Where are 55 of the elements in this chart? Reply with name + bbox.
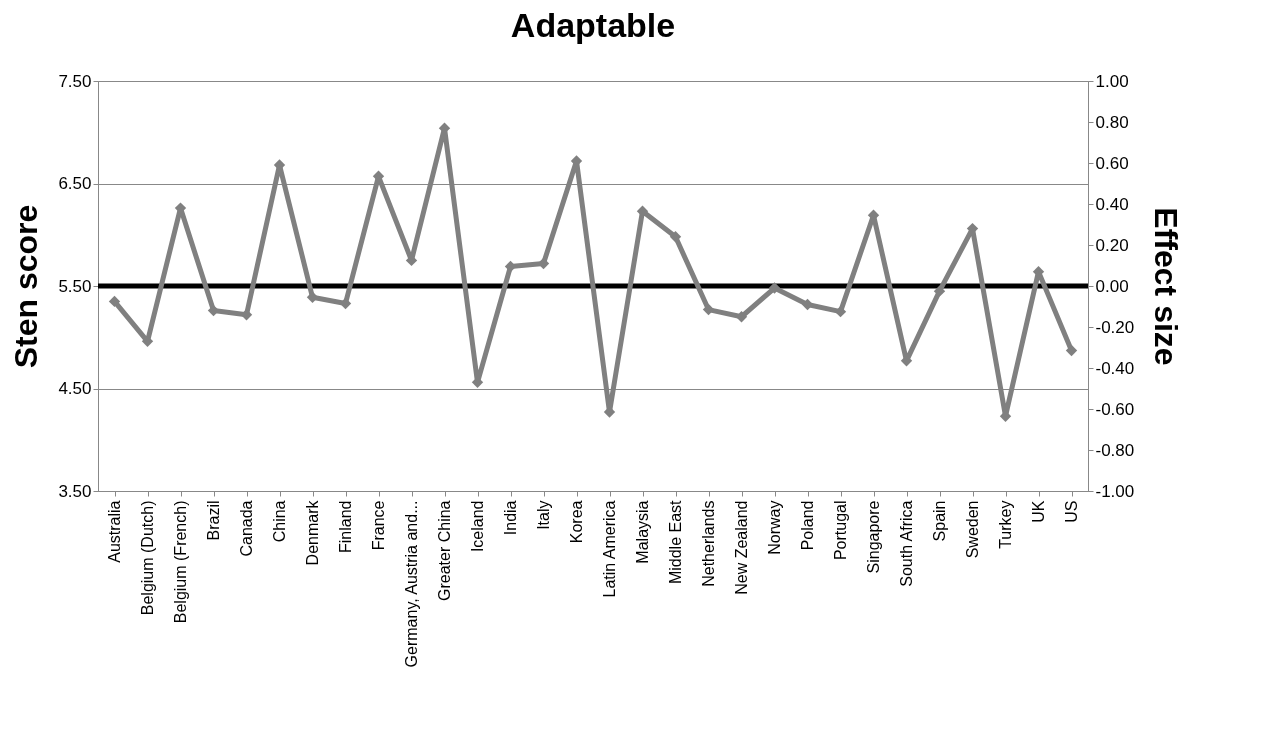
x-tick-label: France xyxy=(370,500,387,551)
y2-tick-label: 0.60 xyxy=(1095,153,1129,173)
y2-tick-label: -0.40 xyxy=(1095,358,1135,378)
x-tick-label: New Zealand xyxy=(733,500,750,595)
x-tick-label: Germany, Austria and... xyxy=(403,500,420,668)
point xyxy=(702,303,715,316)
point xyxy=(1065,344,1078,357)
x-tick-label: Turkey xyxy=(997,500,1014,549)
point xyxy=(669,231,682,243)
x-tick-label: Latin America xyxy=(601,500,618,598)
y2-axis-title: Effect size xyxy=(1148,207,1185,366)
x-tick-label: Belgium (Dutch) xyxy=(139,500,156,616)
point xyxy=(108,295,121,308)
x-tick-label: Singapore xyxy=(865,500,882,574)
x-tick-label: South Africa xyxy=(898,500,915,587)
y-axis-title: Sten score xyxy=(8,204,45,369)
x-tick-label: Middle East xyxy=(667,499,684,585)
x-tick-label: Spain xyxy=(931,500,948,542)
y2-tick-label: 0.00 xyxy=(1095,276,1129,296)
y-tick-label: 6.50 xyxy=(58,174,92,193)
y2-tick-label: -0.20 xyxy=(1095,317,1135,337)
y2-tick-label: 0.20 xyxy=(1095,235,1129,255)
y2-tick-label: -0.60 xyxy=(1095,399,1135,419)
x-tick-label: Portugal xyxy=(832,500,849,561)
x-tick-label: Iceland xyxy=(469,500,486,553)
y2-tick-label: -0.80 xyxy=(1095,440,1135,460)
point xyxy=(768,282,781,294)
x-tick-label: US xyxy=(1063,500,1080,523)
x-tick-label: Canada xyxy=(238,500,255,557)
y2-tick-label: 1.00 xyxy=(1095,71,1129,91)
x-tick-label: Finland xyxy=(337,500,354,553)
x-tick-label: Malaysia xyxy=(634,500,651,564)
x-tick-label: India xyxy=(502,500,519,536)
x-tick-label: Belgium (French) xyxy=(172,500,189,624)
x-tick-label: Netherlands xyxy=(700,500,717,587)
x-tick-label: Korea xyxy=(568,500,585,544)
x-tick-label: Sweden xyxy=(964,500,981,559)
x-tick-label: Norway xyxy=(766,500,783,555)
x-tick-label: Greater China xyxy=(436,500,453,601)
y-tick-label: 7.50 xyxy=(58,71,92,91)
x-tick-label: Poland xyxy=(799,500,816,551)
y-tick-label: 5.50 xyxy=(58,276,92,296)
x-tick-label: Australia xyxy=(106,500,123,563)
y2-tick-label: 0.40 xyxy=(1095,194,1129,214)
chart-title: Adaptable xyxy=(510,6,676,44)
y-tick-label: 3.50 xyxy=(58,481,92,501)
y-tick-label: 4.50 xyxy=(58,379,92,398)
y2-tick-label: -1.00 xyxy=(1095,481,1135,501)
x-tick-label: UK xyxy=(1030,500,1047,523)
x-tick-label: Denmark xyxy=(304,499,321,566)
x-tick-label: China xyxy=(271,500,288,543)
x-tick-label: Brazil xyxy=(205,500,222,541)
point xyxy=(933,285,946,297)
x-tick-label: Italy xyxy=(535,500,552,530)
y2-tick-label: 0.80 xyxy=(1095,112,1129,132)
